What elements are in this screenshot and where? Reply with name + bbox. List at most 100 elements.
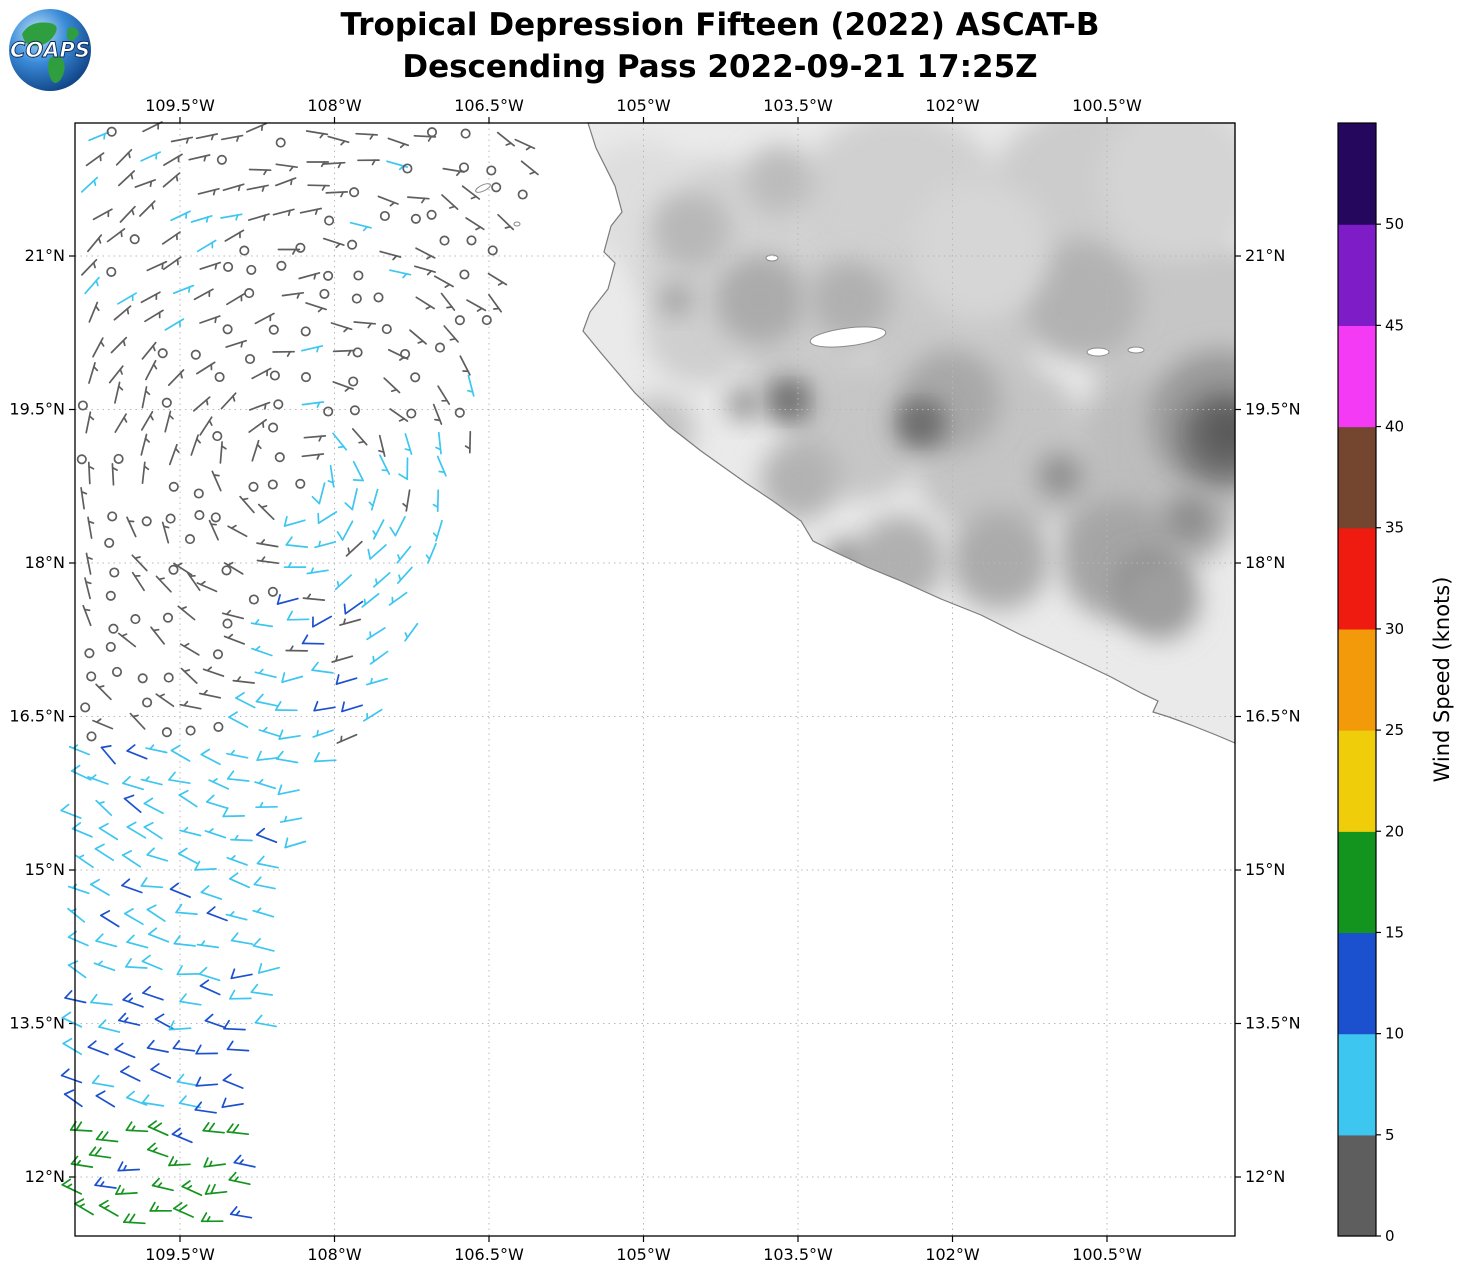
wind-barb	[459, 355, 471, 376]
calm-wind-circle	[268, 422, 279, 433]
wind-barb	[250, 983, 274, 996]
lat-tick-label-right: 21°N	[1245, 246, 1285, 265]
wind-barb	[414, 265, 436, 276]
lon-tick-label-top: 102°W	[925, 96, 980, 115]
wind-barb	[164, 318, 185, 331]
lon-tick-label-top: 108°W	[307, 96, 362, 115]
wind-barb	[199, 315, 221, 324]
wind-barb	[226, 292, 246, 306]
wind-barb	[366, 677, 388, 686]
calm-wind-circle	[426, 127, 438, 138]
wind-barb	[223, 561, 244, 575]
wind-barb	[281, 672, 304, 684]
calm-wind-circle	[402, 163, 413, 174]
colorbar-segment-0-5	[1338, 1134, 1376, 1237]
wind-barb	[106, 228, 126, 243]
colorbar-segment-50-55	[1338, 123, 1376, 225]
calm-wind-circle	[129, 234, 140, 245]
calm-wind-circle	[276, 260, 287, 271]
wind-barb	[126, 516, 137, 538]
calm-wind-circle	[459, 269, 470, 280]
wind-barb	[204, 1183, 228, 1195]
colorbar-tick-label: 50	[1385, 215, 1404, 233]
wind-barb	[115, 1184, 138, 1195]
lon-tick-label-top: 100.5°W	[1072, 96, 1142, 115]
calm-wind-circle	[84, 648, 95, 659]
calm-wind-circle	[381, 324, 392, 335]
calm-wind-circle	[113, 453, 124, 464]
wind-barb	[126, 744, 148, 760]
calm-wind-circle	[267, 479, 278, 490]
wind-barb	[248, 213, 270, 221]
wind-barb	[317, 511, 338, 524]
calm-wind-circle	[426, 209, 437, 220]
wind-barb	[461, 185, 481, 200]
wind-barb	[442, 167, 465, 177]
wind-barb	[141, 461, 150, 485]
wind-barb	[248, 168, 272, 176]
wind-barb	[305, 302, 327, 313]
lat-tick-label-right: 16.5°N	[1245, 707, 1301, 726]
calm-wind-circle	[267, 586, 278, 597]
calm-wind-circle	[222, 324, 233, 335]
colorbar-segment-35-40	[1338, 426, 1376, 529]
lat-tick-label-left: 15°N	[25, 860, 65, 879]
wind-barb	[168, 1020, 192, 1031]
calm-wind-circle	[351, 293, 362, 304]
wind-barb	[146, 1142, 169, 1158]
wind-barb	[134, 179, 156, 188]
wind-barb	[82, 604, 92, 627]
wind-barb	[170, 136, 194, 144]
wind-barb	[225, 339, 248, 348]
wind-barb	[251, 645, 273, 657]
calm-wind-circle	[77, 400, 88, 411]
wind-barb	[255, 801, 278, 809]
wind-barb	[232, 676, 255, 684]
lat-tick-label-left: 16.5°N	[9, 707, 65, 726]
wind-barb	[196, 361, 216, 375]
wind-barb	[254, 1014, 278, 1028]
wind-barb	[114, 381, 124, 404]
wind-barb	[389, 269, 412, 279]
island-shape	[475, 183, 491, 193]
wind-barb	[199, 979, 221, 996]
wind-barb	[253, 876, 276, 890]
wind-barb	[121, 878, 143, 894]
lat-tick-label-right: 13.5°N	[1245, 1014, 1301, 1033]
calm-wind-circle	[222, 618, 233, 629]
wind-barb	[123, 1213, 146, 1225]
wind-barb	[306, 567, 329, 575]
plot-frame	[74, 122, 1236, 1237]
wind-barb	[196, 940, 220, 949]
wind-barb	[330, 322, 353, 333]
wind-barb	[254, 312, 275, 325]
wind-barb	[95, 1130, 119, 1143]
wind-barb	[211, 470, 222, 492]
wind-barb	[131, 554, 148, 572]
wind-barb	[256, 750, 279, 762]
wind-barb	[173, 935, 196, 947]
calm-wind-circle	[324, 215, 335, 226]
calm-wind-circle	[273, 399, 284, 410]
wind-barb	[372, 519, 385, 540]
wind-barb	[85, 552, 93, 575]
wind-barb	[145, 359, 158, 381]
wind-barb	[303, 435, 327, 442]
axis-ticks-labels: 109.5°W 109.5°W 108°W 108°W 106.5°W 106.5°W 10…	[9, 96, 1300, 1264]
wind-barb	[176, 965, 200, 976]
wind-barb	[440, 292, 456, 311]
wind-barb	[343, 600, 364, 615]
wind-barb	[335, 674, 358, 685]
calm-wind-circle	[161, 397, 172, 408]
wind-barb	[141, 954, 163, 971]
wind-barb	[190, 215, 213, 223]
wind-barb	[171, 1127, 193, 1144]
calm-wind-circle	[168, 564, 179, 575]
colorbar-segment-10-15	[1338, 932, 1376, 1035]
wind-barb	[123, 794, 142, 813]
calm-wind-circle	[349, 405, 360, 416]
wind-barb	[196, 239, 217, 253]
wind-barb	[357, 159, 380, 166]
lon-tick-label-bottom: 102°W	[925, 1245, 980, 1264]
